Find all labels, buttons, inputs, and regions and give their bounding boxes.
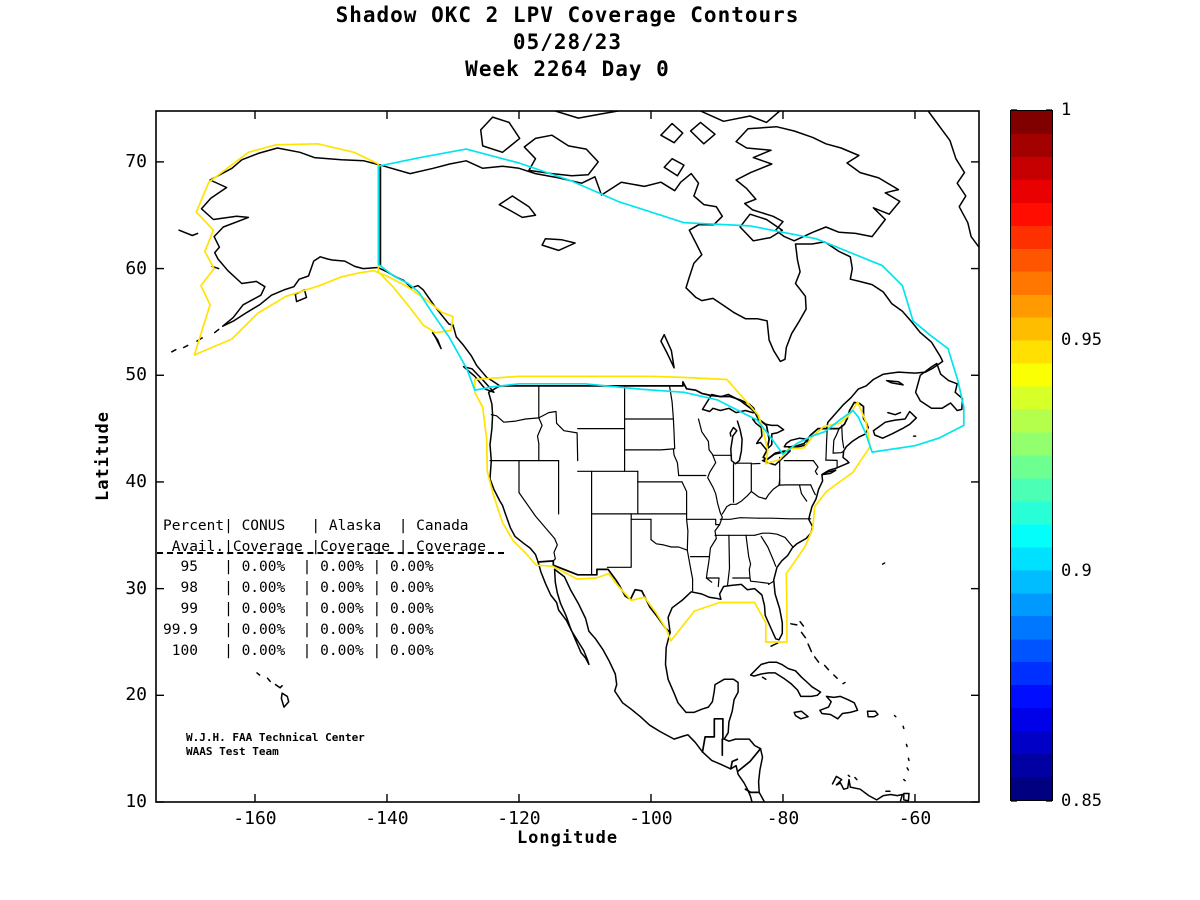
chart-date: 05/28/23 — [512, 30, 623, 54]
x-tick-label: -60 — [898, 808, 932, 829]
y-tick-label: 70 — [125, 150, 147, 172]
colorbar-tick-label: 0.95 — [1061, 330, 1102, 351]
y-tick-label: 30 — [125, 577, 147, 599]
x-tick-label: -80 — [766, 808, 800, 829]
coverage-table-header-line2: Avail.|Coverage |Coverage | Coverage — [163, 539, 487, 555]
colorbar-tick-label: 0.9 — [1061, 560, 1092, 581]
credit-line2: WAAS Test Team — [186, 745, 279, 758]
colorbar-tick-label: 0.85 — [1061, 791, 1102, 811]
x-tick-label: -160 — [233, 808, 277, 829]
coverage-table-divider — [157, 552, 504, 554]
colorbar — [1010, 110, 1053, 801]
y-tick-label: 60 — [125, 257, 147, 279]
y-tick-label: 40 — [125, 470, 147, 492]
x-tick-label: -120 — [497, 808, 541, 829]
y-tick-label: 50 — [125, 364, 147, 386]
y-tick-label: 10 — [125, 791, 147, 812]
chart-title: Shadow OKC 2 LPV Coverage Contours — [335, 3, 800, 27]
coverage-table-header: Percent| CONUS | Alaska | Canada Avail.|… — [163, 516, 486, 558]
coverage-table-rows: 95 | 0.00% | 0.00% | 0.00% 98 | 0.00% | … — [163, 559, 434, 659]
credit-line1: W.J.H. FAA Technical Center — [186, 731, 365, 744]
colorbar-tick-label: 1 — [1061, 100, 1072, 120]
x-axis-label: Longitude — [516, 828, 619, 848]
y-tick-label: 20 — [125, 684, 147, 706]
plot-border — [155, 110, 980, 803]
chart-week-day: Week 2264 Day 0 — [465, 57, 670, 81]
x-tick-label: -100 — [629, 808, 673, 829]
coverage-table-header-line1: Percent| CONUS | Alaska | Canada — [163, 518, 469, 534]
credit-text: W.J.H. FAA Technical Center WAAS Test Tea… — [186, 731, 365, 759]
x-tick-label: -140 — [365, 808, 409, 829]
map-layers — [171, 111, 979, 802]
